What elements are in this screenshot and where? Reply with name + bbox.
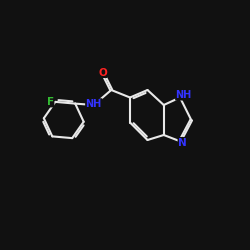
Text: O: O (98, 68, 107, 78)
Text: NH: NH (176, 90, 192, 100)
Text: NH: NH (86, 99, 102, 109)
Text: F: F (47, 97, 54, 107)
Text: N: N (178, 138, 187, 147)
